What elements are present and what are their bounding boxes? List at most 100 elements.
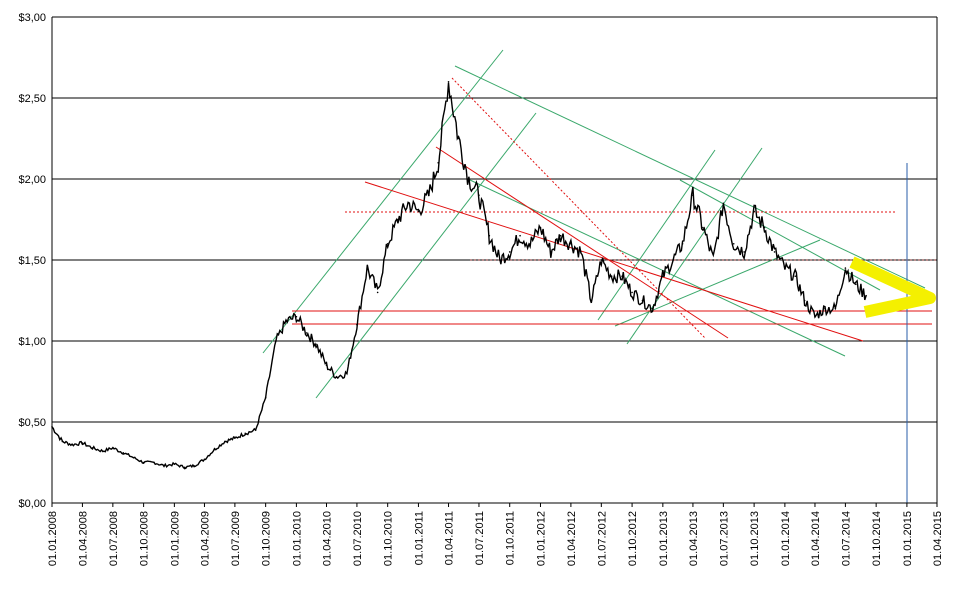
price-point <box>163 464 165 467</box>
price-point <box>854 283 857 286</box>
y-tick-label: $1,00 <box>18 336 46 348</box>
x-tick-label: 01.01.2010 <box>291 511 303 566</box>
price-point <box>529 243 531 245</box>
price-point <box>376 291 379 294</box>
x-tick-label: 01.04.2010 <box>321 511 333 566</box>
price-point <box>295 315 298 318</box>
price-point <box>315 343 317 346</box>
trend-line <box>364 181 864 342</box>
x-tick-label: 01.01.2009 <box>169 511 181 566</box>
price-point <box>254 429 257 431</box>
x-tick-label: 01.10.2009 <box>261 511 273 566</box>
price-point <box>234 437 236 440</box>
price-point <box>417 210 420 213</box>
price-point <box>621 275 623 278</box>
x-tick-label: 01.07.2013 <box>718 511 730 566</box>
price-point <box>193 464 195 467</box>
price-point <box>285 320 287 323</box>
price-point <box>142 461 145 464</box>
price-point <box>335 375 338 378</box>
y-tick-label: $1,50 <box>18 255 46 267</box>
price-point <box>122 451 125 454</box>
trend-line <box>451 77 706 339</box>
x-tick-label: 01.01.2013 <box>658 511 670 566</box>
price-point <box>356 324 358 326</box>
price-series <box>51 81 867 470</box>
trend-line <box>626 147 763 345</box>
x-tick-label: 01.04.2013 <box>688 511 700 566</box>
trend-line <box>315 112 537 399</box>
price-point <box>580 251 582 253</box>
price-point <box>508 251 511 253</box>
price-point <box>81 442 84 444</box>
x-tick-label: 01.01.2008 <box>47 511 59 566</box>
price-point <box>112 447 114 449</box>
x-tick-label: 01.10.2008 <box>139 511 151 566</box>
price-point <box>600 259 603 261</box>
price-point <box>325 364 328 367</box>
price-point <box>773 251 776 253</box>
price-point <box>61 440 64 443</box>
price-line <box>51 82 867 470</box>
price-point <box>488 234 491 237</box>
x-tick-label: 01.04.2009 <box>199 511 211 566</box>
trend-line <box>454 65 926 289</box>
x-tick-label: 01.01.2012 <box>535 511 547 566</box>
y-tick-label: $2,50 <box>18 93 46 105</box>
trend-line <box>679 179 881 291</box>
x-tick-label: 01.10.2012 <box>627 511 639 566</box>
x-tick-label: 01.07.2008 <box>108 511 120 566</box>
price-point <box>275 340 277 342</box>
price-point <box>590 299 593 302</box>
price-point <box>386 243 389 245</box>
x-tick-label: 01.04.2008 <box>77 511 89 566</box>
price-point <box>498 259 501 261</box>
price-point <box>662 275 664 278</box>
price-point <box>814 315 816 318</box>
price-point <box>407 202 409 205</box>
trend-line <box>262 49 504 354</box>
price-point <box>610 275 613 278</box>
x-tick-label: 01.04.2014 <box>810 511 822 566</box>
price-point <box>102 450 104 452</box>
y-tick-label: $2,00 <box>18 174 46 186</box>
trend-line <box>435 146 729 339</box>
price-point <box>722 202 725 205</box>
price-point <box>753 210 755 213</box>
x-tick-label: 01.04.2011 <box>444 511 456 565</box>
trend-line <box>597 149 716 321</box>
price-point <box>213 448 216 451</box>
axes <box>51 16 938 507</box>
price-point <box>763 226 766 229</box>
price-point <box>71 443 73 446</box>
x-tick-label: 01.07.2012 <box>596 511 608 566</box>
price-point <box>559 234 562 237</box>
y-tick-label: $0,00 <box>18 498 46 510</box>
price-point <box>397 218 399 221</box>
y-axis-tick-labels: $0,00 $0,50 $1,00 $1,50 $2,00 $2,50 $3,00 <box>18 12 46 510</box>
x-tick-label: 01.01.2015 <box>902 511 914 566</box>
price-point <box>173 463 176 465</box>
price-point <box>672 259 675 261</box>
price-point <box>651 307 654 310</box>
y-tick-label: $3,00 <box>18 12 46 24</box>
y-tick-label: $0,50 <box>18 417 46 429</box>
price-point <box>346 372 348 375</box>
price-point <box>437 162 439 164</box>
price-point <box>784 267 786 269</box>
price-point <box>305 332 308 334</box>
price-point <box>478 194 480 196</box>
price-point <box>794 275 797 278</box>
x-tick-label: 01.04.2012 <box>566 511 578 566</box>
x-tick-label: 01.07.2010 <box>352 511 364 566</box>
price-point <box>153 461 155 464</box>
price-point <box>865 294 867 297</box>
x-tick-label: 01.10.2010 <box>383 511 395 566</box>
x-tick-label: 01.04.2015 <box>932 511 944 566</box>
price-point <box>264 396 267 399</box>
price-point <box>428 194 430 196</box>
price-point <box>468 178 470 180</box>
price-point <box>366 267 369 269</box>
price-point <box>550 251 552 253</box>
price-point <box>692 194 694 196</box>
